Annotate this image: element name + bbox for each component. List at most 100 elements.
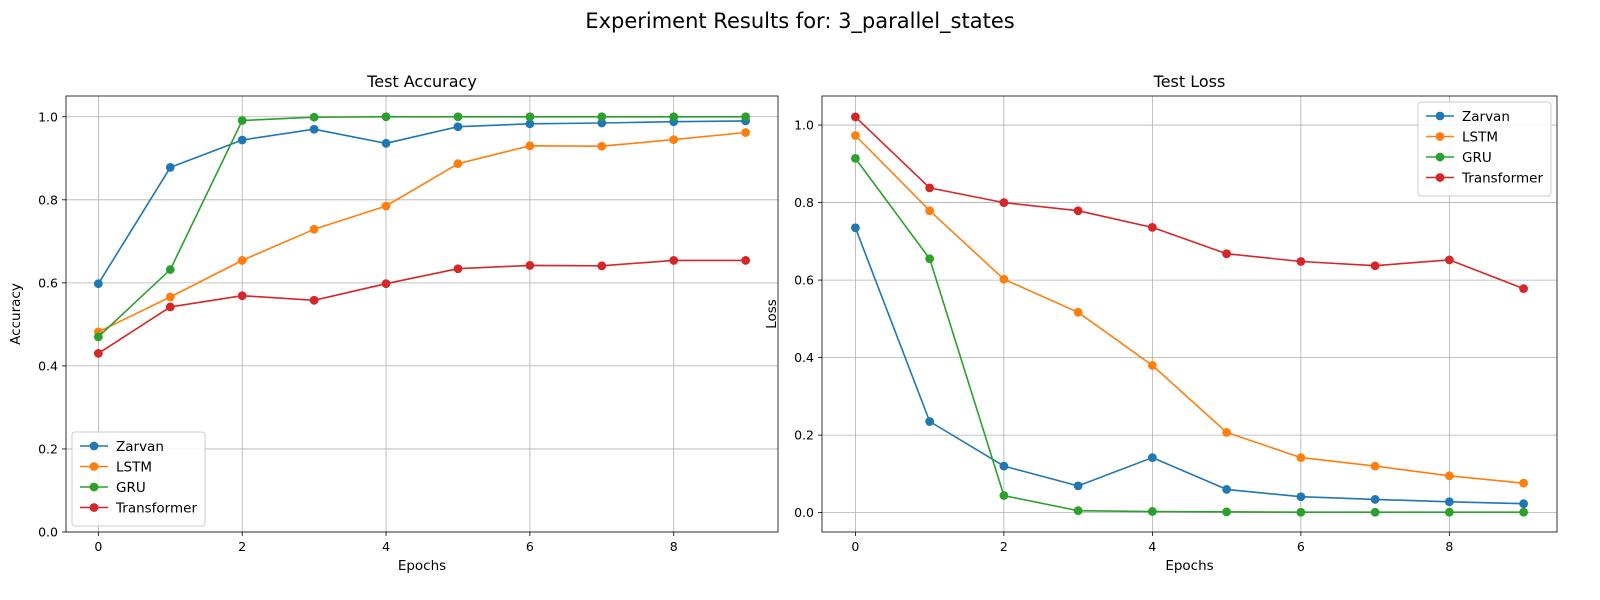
accuracy-point-zarvan — [525, 119, 535, 129]
accuracy-point-transformer — [165, 302, 175, 312]
accuracy-x-tick-label: 2 — [238, 539, 246, 554]
accuracy-x-tick-label: 6 — [526, 539, 534, 554]
accuracy-point-gru — [165, 265, 175, 274]
loss-point-transformer — [1073, 206, 1083, 216]
accuracy-legend-label: LSTM — [116, 460, 152, 476]
accuracy-series-gru — [93, 112, 751, 342]
accuracy-point-transformer — [237, 291, 247, 301]
accuracy-point-transformer — [669, 256, 679, 265]
accuracy-y-tick-label: 0.8 — [38, 192, 58, 207]
loss-x-tick-label: 6 — [1297, 539, 1305, 554]
accuracy-point-lstm — [381, 201, 391, 211]
accuracy-point-zarvan — [309, 124, 319, 134]
loss-series-transformer — [851, 112, 1528, 294]
loss-point-transformer — [851, 112, 860, 122]
loss-point-zarvan — [1147, 453, 1157, 462]
accuracy-point-transformer — [453, 264, 463, 274]
loss-y-tick-label: 0.0 — [794, 505, 814, 520]
loss-point-gru — [851, 153, 860, 163]
accuracy-point-transformer — [309, 295, 319, 305]
accuracy-point-lstm — [237, 256, 247, 265]
loss-line-lstm — [854, 134, 1524, 484]
accuracy-legend-box — [71, 431, 206, 527]
accuracy-point-zarvan — [93, 279, 103, 289]
loss-y-axis-label: Loss — [764, 299, 780, 329]
accuracy-point-gru — [309, 112, 319, 122]
accuracy-point-transformer — [597, 261, 607, 271]
accuracy-x-tick-label: 8 — [670, 539, 678, 554]
loss-point-zarvan — [1370, 495, 1380, 504]
loss-point-lstm — [925, 206, 935, 216]
accuracy-panel: 0 2 4 6 8 0.0 0.2 0.4 0.6 0.8 1.0 Test Accuracy Ep… — [8, 72, 779, 574]
accuracy-point-lstm — [453, 159, 463, 169]
loss-series-lstm — [851, 131, 1528, 488]
accuracy-point-gru — [597, 112, 607, 122]
accuracy-line-zarvan — [97, 120, 746, 285]
accuracy-legend-item-lstm: LSTM — [80, 460, 152, 476]
accuracy-legend-swatch-marker — [89, 482, 99, 492]
loss-legend-label: Zarvan — [1462, 109, 1510, 125]
loss-legend-swatch-marker — [1435, 173, 1445, 182]
loss-point-lstm — [1073, 307, 1083, 317]
loss-point-lstm — [851, 131, 860, 140]
accuracy-point-lstm — [741, 128, 751, 137]
loss-legend: Zarvan LSTM GRU Transformer — [1417, 101, 1552, 197]
accuracy-point-transformer — [93, 349, 103, 358]
loss-plot-frame — [821, 95, 1558, 533]
loss-legend-item-gru: GRU — [1426, 150, 1492, 166]
loss-point-lstm — [1444, 471, 1454, 481]
loss-point-transformer — [999, 198, 1009, 207]
accuracy-point-transformer — [741, 256, 751, 265]
loss-legend-item-zarvan: Zarvan — [1426, 109, 1510, 125]
accuracy-point-zarvan — [597, 118, 607, 128]
loss-point-gru — [1222, 507, 1232, 517]
accuracy-legend-item-transformer: Transformer — [80, 501, 197, 517]
accuracy-point-gru — [381, 112, 391, 122]
accuracy-point-gru — [237, 116, 247, 125]
accuracy-point-gru — [741, 112, 751, 122]
accuracy-line-gru — [97, 116, 746, 338]
loss-point-transformer — [1370, 261, 1380, 271]
loss-legend-label: Transformer — [1461, 171, 1543, 187]
loss-point-gru — [1296, 507, 1306, 517]
accuracy-y-axis-label: Accuracy — [8, 283, 24, 345]
accuracy-series-transformer — [93, 256, 751, 358]
loss-point-transformer — [925, 183, 935, 193]
accuracy-point-lstm — [597, 141, 607, 151]
accuracy-x-axis-label: Epochs — [398, 558, 446, 574]
loss-point-lstm — [1222, 427, 1232, 437]
accuracy-point-zarvan — [453, 122, 463, 132]
loss-point-lstm — [1147, 360, 1157, 370]
accuracy-point-gru — [525, 112, 535, 122]
accuracy-point-transformer — [525, 261, 535, 270]
loss-legend-label: GRU — [1462, 150, 1492, 166]
loss-panel: 0 2 4 6 8 0.0 0.2 0.4 0.6 0.8 1.0 Test Loss Epochs… — [764, 72, 1558, 574]
accuracy-legend-label: GRU — [116, 480, 146, 496]
loss-point-zarvan — [1073, 481, 1083, 491]
loss-legend-label: LSTM — [1462, 130, 1498, 146]
accuracy-y-tick-label: 1.0 — [38, 109, 58, 124]
loss-point-zarvan — [1222, 484, 1232, 494]
loss-line-zarvan — [854, 227, 1524, 505]
loss-point-gru — [999, 491, 1009, 500]
accuracy-point-lstm — [309, 224, 319, 234]
accuracy-legend-swatch-marker — [89, 441, 99, 451]
accuracy-point-zarvan — [381, 138, 391, 148]
loss-series-zarvan — [851, 223, 1528, 509]
accuracy-point-lstm — [669, 135, 679, 145]
accuracy-point-gru — [669, 112, 679, 122]
loss-point-zarvan — [851, 223, 860, 233]
figure-title: Experiment Results for: 3_parallel_state… — [585, 9, 1014, 34]
loss-y-tick-label: 0.4 — [794, 350, 814, 365]
accuracy-line-lstm — [98, 131, 746, 333]
accuracy-x-tick-label: 4 — [382, 539, 390, 554]
accuracy-y-tick-label: 0.6 — [38, 275, 58, 290]
loss-x-axis-label: Epochs — [1165, 558, 1213, 574]
loss-point-lstm — [1519, 478, 1528, 488]
accuracy-plot-frame — [65, 95, 779, 533]
loss-panel-title: Test Loss — [1153, 72, 1226, 91]
loss-legend-swatch-marker — [1435, 111, 1445, 121]
accuracy-legend-item-zarvan: Zarvan — [80, 439, 164, 455]
